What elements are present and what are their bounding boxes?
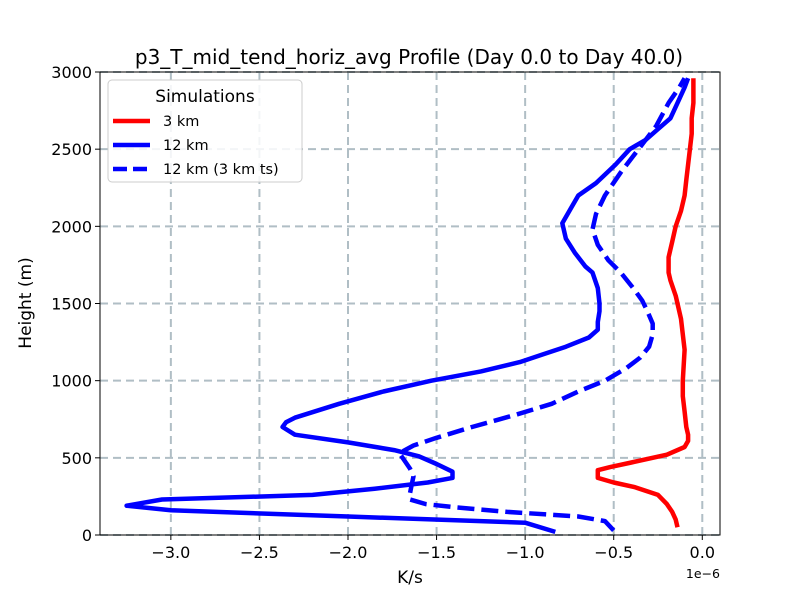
y-tick-label: 2500	[51, 140, 92, 159]
y-axis: 0 500 1000 1500 2000 2500 3000	[51, 63, 100, 545]
legend-label-0: 3 km	[163, 114, 199, 130]
x-tick-label: −1.0	[506, 543, 545, 562]
legend-label-1: 12 km	[163, 138, 209, 154]
x-tick-label: −3.0	[151, 543, 190, 562]
series-line-0	[595, 78, 696, 528]
y-tick-label: 3000	[51, 63, 92, 82]
x-tick-label: −0.5	[594, 543, 633, 562]
y-tick-label: 1000	[51, 372, 92, 391]
y-tick-label: 0	[82, 526, 92, 545]
y-axis-label: Height (m)	[16, 257, 36, 348]
legend-entries: 3 km 12 km 12 km (3 km ts)	[113, 114, 279, 178]
plot-area	[124, 77, 696, 535]
legend: Simulations 3 km 12 km 12 km (3 km ts)	[107, 79, 303, 183]
y-tick-label: 2000	[51, 217, 92, 236]
y-tick-label: 1500	[51, 295, 92, 314]
x-tick-label: −1.5	[417, 543, 456, 562]
series-line-1	[124, 77, 691, 535]
legend-title: Simulations	[155, 87, 255, 107]
series-group	[124, 77, 696, 535]
series-line-2	[397, 77, 687, 532]
legend-box	[107, 79, 303, 183]
x-tick-label: −2.5	[240, 543, 279, 562]
y-tick-label: 500	[61, 449, 92, 468]
x-axis-offset-label: 1e−6	[686, 566, 720, 581]
legend-label-2: 12 km (3 km ts)	[163, 162, 279, 178]
chart-title: p3_T_mid_tend_horiz_avg Profile (Day 0.0…	[135, 45, 683, 69]
x-axis-label: K/s	[397, 568, 423, 588]
x-tick-label: −2.0	[329, 543, 368, 562]
x-tick-label: 0.0	[690, 543, 715, 562]
x-axis: −3.0 −2.5 −2.0 −1.5 −1.0 −0.5 0.0	[151, 535, 715, 562]
